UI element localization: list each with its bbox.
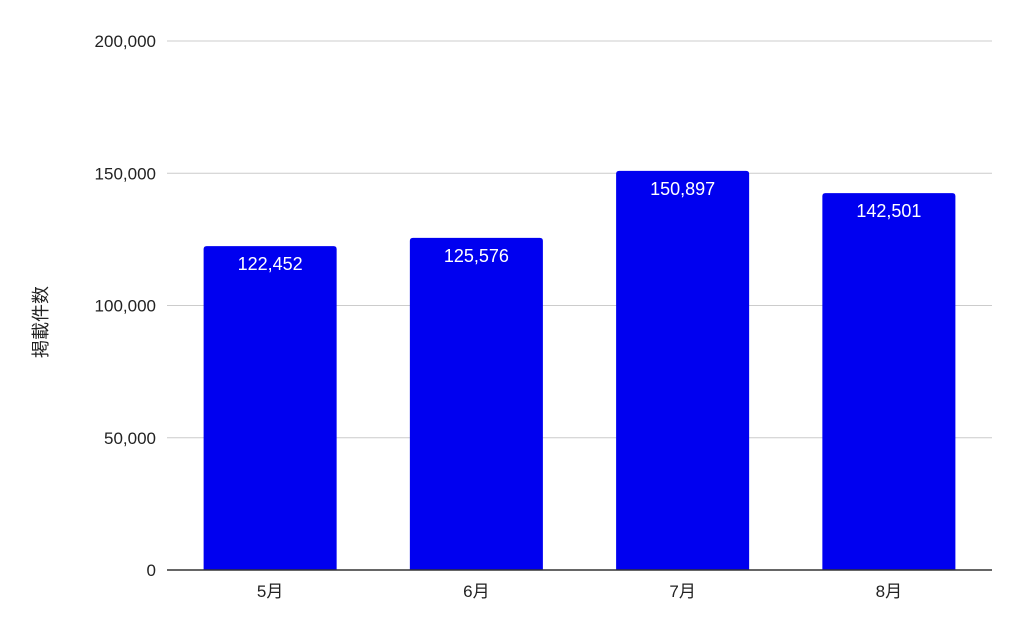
y-tick-label: 50,000	[104, 429, 156, 448]
bar	[409, 237, 543, 570]
data-label: 150,897	[650, 179, 715, 199]
data-label: 122,452	[238, 254, 303, 274]
x-tick-label: 6月	[463, 582, 489, 601]
x-axis-tick-labels: 5月 6月 7月 8月	[257, 582, 902, 601]
y-axis-title: 掲載件数	[31, 286, 51, 358]
x-tick-label: 8月	[876, 582, 902, 601]
y-tick-label: 200,000	[95, 32, 156, 51]
bar	[203, 246, 337, 571]
data-labels: 122,452 125,576 150,897 142,501	[238, 179, 922, 274]
bar	[616, 170, 750, 570]
y-axis-tick-labels: 0 50,000 100,000 150,000 200,000	[95, 32, 156, 580]
bars	[203, 170, 956, 571]
y-tick-label: 0	[147, 561, 156, 580]
data-label: 125,576	[444, 246, 509, 266]
y-tick-label: 100,000	[95, 297, 156, 316]
data-label: 142,501	[856, 201, 921, 221]
bar	[822, 193, 956, 571]
x-tick-label: 7月	[669, 582, 695, 601]
x-tick-label: 5月	[257, 582, 283, 601]
y-tick-label: 150,000	[95, 164, 156, 183]
